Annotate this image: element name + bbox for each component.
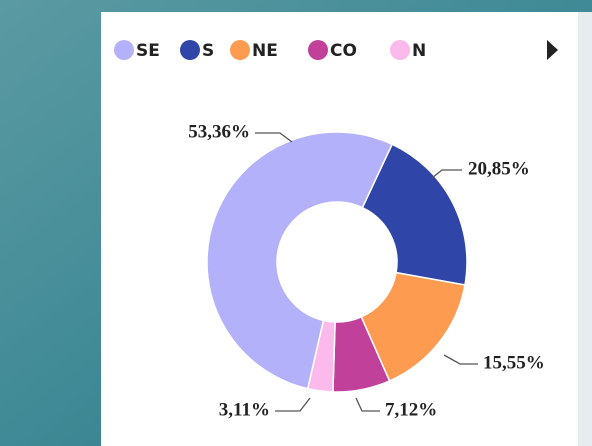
value-label: 3,11% — [219, 399, 270, 420]
leader-line — [255, 132, 293, 143]
donut-slice — [361, 143, 468, 286]
legend-swatch — [390, 40, 410, 60]
donut-chart: SE S NE CO N 53,36% 20,85% 15,55% 7,12% 3,11% — [114, 40, 545, 420]
value-label: 7,12% — [385, 399, 437, 420]
value-label: 53,36% — [188, 121, 250, 142]
donut-slice — [206, 131, 394, 390]
leader-line — [275, 397, 311, 412]
leader-line — [355, 397, 380, 412]
legend-next-arrow[interactable] — [547, 40, 558, 60]
legend-label: NE — [252, 41, 278, 61]
value-label: 20,85% — [468, 158, 530, 179]
legend-swatch — [114, 40, 134, 60]
legend-label: N — [412, 41, 426, 61]
legend-label: SE — [136, 41, 160, 61]
legend-swatch — [180, 40, 200, 60]
legend-swatch — [230, 40, 250, 60]
value-label: 15,55% — [483, 352, 545, 373]
donut-slice — [306, 319, 336, 393]
leader-line — [431, 169, 462, 179]
legend-swatch — [308, 40, 328, 60]
legend-label: CO — [330, 41, 357, 61]
leader-line — [443, 354, 478, 365]
legend-label: S — [202, 41, 214, 61]
scrollbar — [578, 12, 592, 446]
